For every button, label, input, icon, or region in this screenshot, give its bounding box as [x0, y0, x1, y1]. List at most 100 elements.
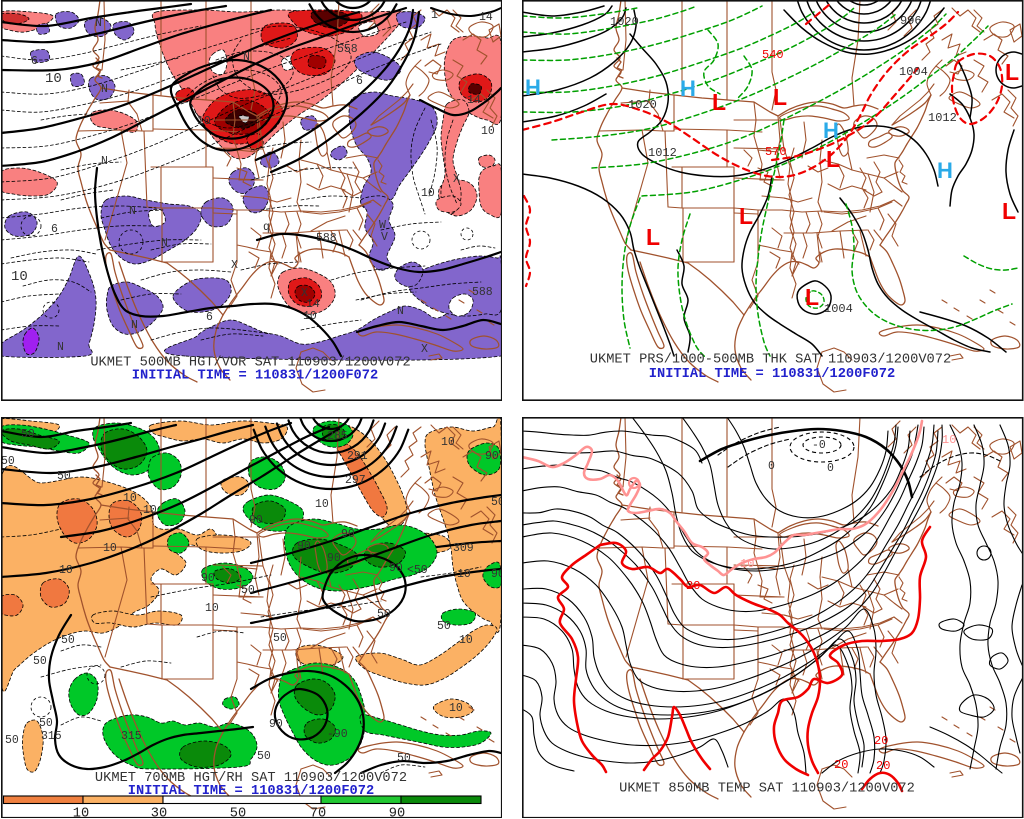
svg-text:10: 10 [59, 564, 73, 577]
svg-text:N: N [397, 305, 404, 318]
svg-text:L: L [1005, 59, 1019, 85]
svg-text:20: 20 [876, 759, 890, 773]
svg-text:10: 10 [123, 492, 137, 505]
svg-text:X: X [421, 343, 428, 356]
svg-text:N: N [101, 83, 108, 96]
svg-text:X: X [231, 259, 238, 272]
svg-text:20: 20 [834, 758, 848, 772]
svg-text:90: 90 [491, 568, 503, 581]
svg-text:558: 558 [337, 43, 358, 56]
svg-text:285: 285 [327, 430, 348, 443]
svg-text:50: 50 [491, 496, 503, 509]
svg-text:10: 10 [45, 71, 62, 87]
svg-text:-90: -90 [327, 728, 348, 741]
svg-text:50: 50 [33, 655, 47, 668]
svg-text:L: L [773, 84, 787, 110]
svg-text:10: 10 [315, 498, 329, 511]
svg-text:291: 291 [347, 450, 368, 463]
svg-text:10: 10 [11, 269, 28, 285]
svg-text:588: 588 [316, 232, 337, 245]
svg-text:14: 14 [479, 11, 493, 24]
svg-text:10: 10 [457, 568, 471, 581]
svg-text:6: 6 [356, 75, 363, 88]
svg-text:X: X [453, 173, 460, 186]
svg-text:50: 50 [57, 470, 71, 483]
svg-text:10: 10 [303, 310, 317, 323]
svg-text:6: 6 [31, 55, 38, 68]
svg-text:10: 10 [72, 806, 88, 818]
svg-text:N: N [161, 237, 168, 250]
svg-text:INITIAL TIME = 110831/1200F072: INITIAL TIME = 110831/1200F072 [649, 367, 895, 382]
svg-text:10: 10 [942, 433, 956, 447]
svg-text:N: N [101, 155, 108, 168]
svg-text:0: 0 [827, 462, 834, 475]
svg-text:10: 10 [449, 702, 463, 715]
svg-text:10: 10 [740, 557, 754, 571]
svg-text:90: 90 [269, 718, 283, 731]
svg-text:1004: 1004 [824, 302, 853, 316]
svg-text:N: N [131, 319, 138, 332]
svg-text:309: 309 [453, 542, 474, 555]
svg-text:N: N [129, 205, 136, 218]
svg-text:N: N [243, 51, 250, 64]
svg-text:50: 50 [257, 750, 271, 763]
svg-text:50: 50 [273, 632, 287, 645]
svg-text:297: 297 [345, 474, 366, 487]
svg-text:INITIAL TIME = 110831/1200F072: INITIAL TIME = 110831/1200F072 [131, 369, 377, 384]
svg-text:90: 90 [485, 450, 499, 463]
svg-text:50: 50 [437, 620, 451, 633]
svg-text:6: 6 [51, 223, 58, 236]
svg-text:50: 50 [229, 806, 245, 818]
svg-text:N: N [95, 17, 102, 30]
svg-text:1004: 1004 [899, 65, 928, 79]
svg-text:UKMET 500MB HGT/VOR SAT 110903: UKMET 500MB HGT/VOR SAT 110903/1200V072 [90, 356, 410, 371]
svg-text:10: 10 [481, 125, 495, 138]
svg-text:V: V [381, 231, 388, 244]
svg-text:14: 14 [467, 94, 481, 107]
svg-text:50: 50 [5, 734, 19, 747]
svg-text:90: 90 [297, 540, 311, 553]
svg-text:570: 570 [765, 145, 787, 159]
svg-text:50: 50 [397, 752, 411, 765]
svg-text:W: W [379, 219, 386, 232]
svg-text:10: 10 [205, 602, 219, 615]
svg-text:1012: 1012 [648, 146, 677, 160]
svg-text:10: 10 [143, 504, 157, 517]
svg-text:<50: <50 [407, 564, 428, 577]
svg-text:L: L [712, 89, 726, 115]
svg-text:L: L [646, 224, 660, 250]
svg-text:20: 20 [874, 734, 888, 748]
svg-text:90: 90 [327, 552, 341, 565]
svg-text:90: 90 [201, 572, 215, 585]
svg-text:70: 70 [309, 806, 325, 818]
svg-text:1020: 1020 [610, 15, 639, 29]
svg-text:H: H [937, 158, 953, 183]
svg-text:H: H [823, 118, 839, 143]
svg-text:H: H [525, 75, 541, 100]
svg-text:H: H [680, 76, 696, 101]
svg-text:588: 588 [472, 286, 493, 299]
svg-text:UKMET PRS/1000-500MB THK SAT 1: UKMET PRS/1000-500MB THK SAT 110903/1200… [590, 353, 951, 368]
svg-text:50: 50 [61, 634, 75, 647]
svg-text:996: 996 [900, 14, 922, 28]
svg-text:-0: -0 [812, 439, 826, 452]
svg-text:50: 50 [241, 584, 255, 597]
svg-text:INITIAL TIME = 110831/1200F072: INITIAL TIME = 110831/1200F072 [127, 784, 373, 799]
svg-text:L: L [805, 284, 819, 310]
svg-text:1: 1 [431, 9, 438, 22]
svg-text:10: 10 [441, 436, 455, 449]
svg-text:10: 10 [459, 634, 473, 647]
svg-text:50: 50 [21, 428, 35, 441]
svg-text:315: 315 [41, 730, 62, 743]
svg-text:90: 90 [388, 806, 404, 818]
svg-text:UKMET 850MB TEMP SAT 110903/12: UKMET 850MB TEMP SAT 110903/1200V072 [619, 781, 915, 796]
svg-text:10: 10 [197, 115, 211, 128]
svg-text:90: 90 [249, 514, 263, 527]
svg-text:315: 315 [121, 730, 142, 743]
svg-text:L: L [826, 146, 840, 172]
svg-text:1020: 1020 [628, 98, 657, 112]
svg-text:10: 10 [103, 542, 117, 555]
svg-text:50: 50 [1, 455, 15, 468]
svg-text:50: 50 [39, 717, 53, 730]
svg-text:6: 6 [206, 311, 213, 324]
